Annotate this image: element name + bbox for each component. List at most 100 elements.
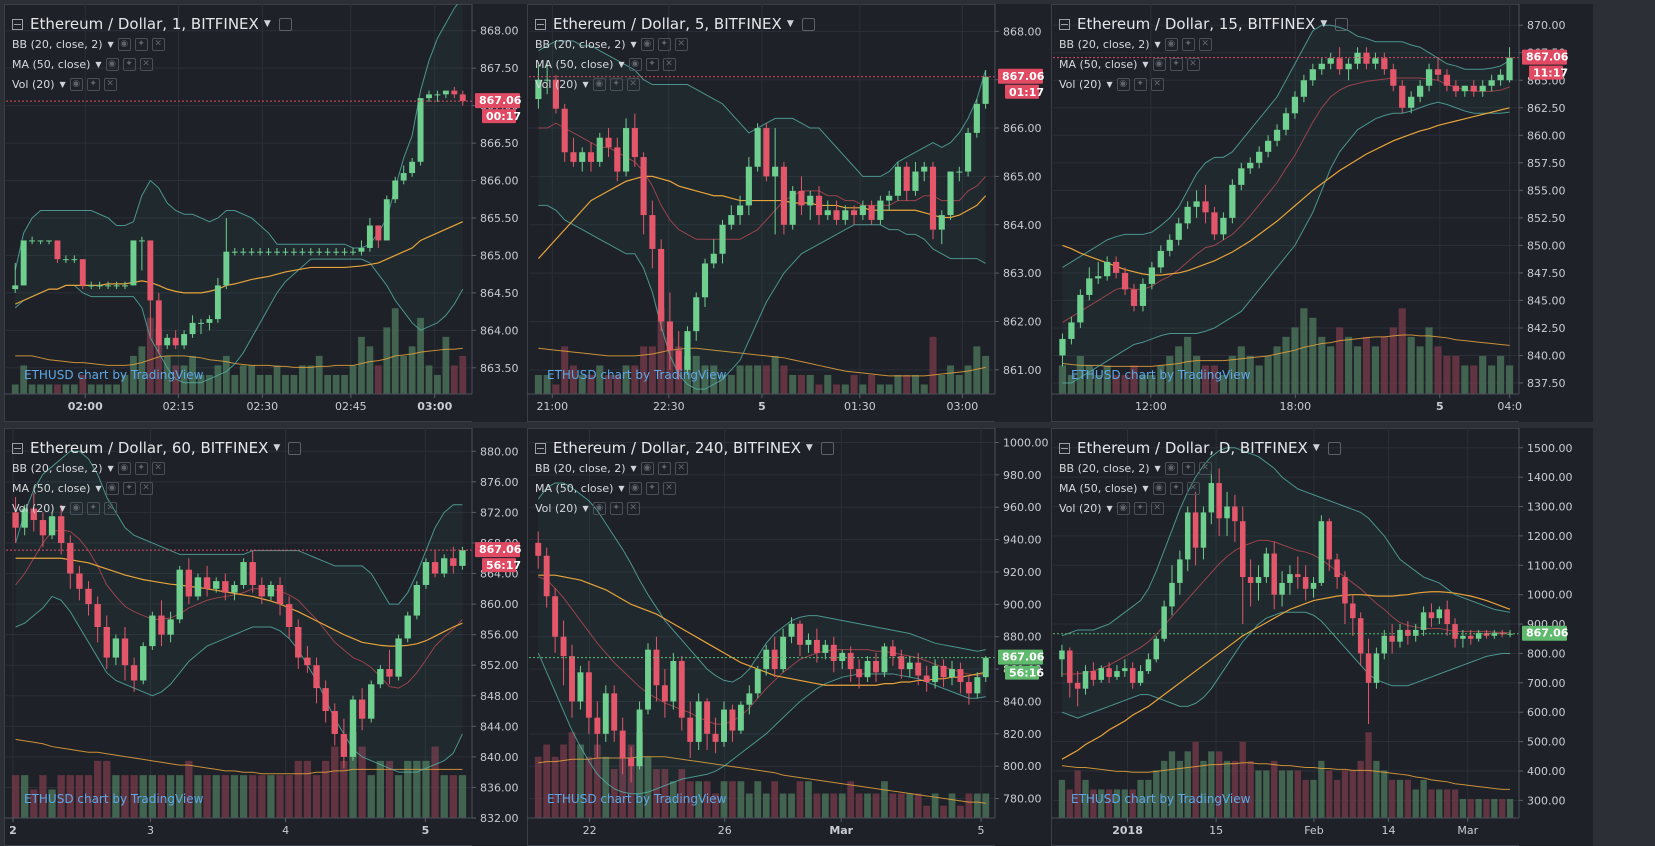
- close-icon[interactable]: ✕: [1150, 77, 1164, 91]
- settings-icon[interactable]: [1327, 441, 1341, 455]
- chevron-down-icon[interactable]: ▼: [59, 503, 66, 513]
- eye-icon[interactable]: ◉: [117, 461, 131, 475]
- volume-indicator[interactable]: Vol (20) ▼ ◉ ✦ ✕: [535, 74, 815, 94]
- chevron-down-icon[interactable]: ▼: [582, 503, 589, 513]
- gear-icon[interactable]: ✦: [609, 501, 623, 515]
- close-icon[interactable]: ✕: [151, 461, 165, 475]
- gear-icon[interactable]: ✦: [86, 501, 100, 515]
- watermark-link[interactable]: ETHUSD chart by TradingView: [547, 368, 727, 382]
- chart-canvas[interactable]: 1500.00 1400.00 1300.00 1200.00 1100.00 1000.…: [1051, 428, 1593, 846]
- chart-title[interactable]: Ethereum / Dollar, D, BITFINEX: [1077, 439, 1308, 457]
- chevron-down-icon[interactable]: ▼: [95, 483, 102, 493]
- close-icon[interactable]: ✕: [674, 37, 688, 51]
- chevron-down-icon[interactable]: ▼: [1142, 483, 1149, 493]
- chart-title-row[interactable]: Ethereum / Dollar, 15, BITFINEX ▼: [1059, 14, 1349, 34]
- eye-icon[interactable]: ◉: [1116, 77, 1130, 91]
- bb-indicator[interactable]: BB (20, close, 2) ▼ ◉ ✦ ✕: [12, 34, 292, 54]
- chart-title[interactable]: Ethereum / Dollar, 15, BITFINEX: [1077, 15, 1316, 33]
- gear-icon[interactable]: ✦: [1133, 77, 1147, 91]
- gear-icon[interactable]: ✦: [609, 77, 623, 91]
- close-icon[interactable]: ✕: [626, 501, 640, 515]
- volume-indicator[interactable]: Vol (20) ▼ ◉ ✦ ✕: [1059, 498, 1341, 518]
- eye-icon[interactable]: ◉: [69, 77, 83, 91]
- ma-indicator[interactable]: MA (50, close) ▼ ◉ ✦ ✕: [1059, 478, 1341, 498]
- gear-icon[interactable]: ✦: [1169, 481, 1183, 495]
- chart-title-row[interactable]: Ethereum / Dollar, 240, BITFINEX ▼: [535, 438, 834, 458]
- chart-title[interactable]: Ethereum / Dollar, 1, BITFINEX: [30, 15, 259, 33]
- chevron-down-icon[interactable]: ▼: [786, 19, 794, 29]
- collapse-icon[interactable]: [535, 18, 546, 30]
- gear-icon[interactable]: ✦: [1181, 461, 1195, 475]
- watermark-link[interactable]: ETHUSD chart by TradingView: [1071, 368, 1251, 382]
- eye-icon[interactable]: ◉: [1164, 461, 1178, 475]
- gear-icon[interactable]: ✦: [645, 57, 659, 71]
- chart-canvas[interactable]: 870.00867.50865.00862.50860.00857.50855.…: [1051, 4, 1593, 422]
- bb-indicator[interactable]: BB (20, close, 2) ▼ ◉ ✦ ✕: [535, 458, 834, 478]
- watermark-link[interactable]: ETHUSD chart by TradingView: [24, 792, 204, 806]
- volume-indicator[interactable]: Vol (20) ▼ ◉ ✦ ✕: [535, 498, 834, 518]
- close-icon[interactable]: ✕: [1186, 481, 1200, 495]
- settings-icon[interactable]: [288, 441, 302, 455]
- chart-canvas[interactable]: 868.00867.00866.00865.00864.00863.00862.…: [527, 4, 1069, 422]
- close-icon[interactable]: ✕: [103, 77, 117, 91]
- eye-icon[interactable]: ◉: [628, 57, 642, 71]
- close-icon[interactable]: ✕: [662, 57, 676, 71]
- close-icon[interactable]: ✕: [1186, 57, 1200, 71]
- chevron-down-icon[interactable]: ▼: [1106, 79, 1113, 89]
- bb-indicator[interactable]: BB (20, close, 2) ▼ ◉ ✦ ✕: [1059, 458, 1341, 478]
- settings-icon[interactable]: [801, 17, 815, 31]
- bb-indicator[interactable]: BB (20, close, 2) ▼ ◉ ✦ ✕: [1059, 34, 1348, 54]
- close-icon[interactable]: ✕: [1150, 501, 1164, 515]
- chart-canvas[interactable]: 1000.00 980.00 960.00 940.00 920.00 900.00 880…: [527, 428, 1069, 846]
- gear-icon[interactable]: ✦: [122, 57, 136, 71]
- collapse-icon[interactable]: [1059, 18, 1070, 30]
- chevron-down-icon[interactable]: ▼: [107, 39, 114, 49]
- ma-indicator[interactable]: MA (50, close) ▼ ◉ ✦ ✕: [12, 54, 292, 74]
- chart-title-row[interactable]: Ethereum / Dollar, 1, BITFINEX ▼: [12, 14, 292, 34]
- eye-icon[interactable]: ◉: [1164, 37, 1178, 51]
- chevron-down-icon[interactable]: ▼: [1106, 503, 1113, 513]
- eye-icon[interactable]: ◉: [105, 57, 119, 71]
- watermark-link[interactable]: ETHUSD chart by TradingView: [547, 792, 727, 806]
- eye-icon[interactable]: ◉: [592, 77, 606, 91]
- chevron-down-icon[interactable]: ▼: [263, 19, 271, 29]
- chart-title[interactable]: Ethereum / Dollar, 240, BITFINEX: [553, 439, 801, 457]
- gear-icon[interactable]: ✦: [1133, 501, 1147, 515]
- bb-indicator[interactable]: BB (20, close, 2) ▼ ◉ ✦ ✕: [535, 34, 815, 54]
- gear-icon[interactable]: ✦: [134, 37, 148, 51]
- volume-indicator[interactable]: Vol (20) ▼ ◉ ✦ ✕: [12, 498, 301, 518]
- gear-icon[interactable]: ✦: [1181, 37, 1195, 51]
- eye-icon[interactable]: ◉: [105, 481, 119, 495]
- collapse-icon[interactable]: [535, 442, 546, 454]
- close-icon[interactable]: ✕: [626, 77, 640, 91]
- close-icon[interactable]: ✕: [139, 481, 153, 495]
- chart-title[interactable]: Ethereum / Dollar, 5, BITFINEX: [553, 15, 782, 33]
- eye-icon[interactable]: ◉: [628, 481, 642, 495]
- gear-icon[interactable]: ✦: [1169, 57, 1183, 71]
- chevron-down-icon[interactable]: ▼: [1320, 19, 1328, 29]
- gear-icon[interactable]: ✦: [134, 461, 148, 475]
- ma-indicator[interactable]: MA (50, close) ▼ ◉ ✦ ✕: [1059, 54, 1348, 74]
- settings-icon[interactable]: [820, 441, 834, 455]
- ma-indicator[interactable]: MA (50, close) ▼ ◉ ✦ ✕: [12, 478, 301, 498]
- chevron-down-icon[interactable]: ▼: [805, 443, 813, 453]
- eye-icon[interactable]: ◉: [1152, 57, 1166, 71]
- gear-icon[interactable]: ✦: [657, 37, 671, 51]
- chevron-down-icon[interactable]: ▼: [618, 59, 625, 69]
- chart-canvas[interactable]: 868.00867.50867.00866.50866.00865.50865.…: [4, 4, 546, 422]
- collapse-icon[interactable]: [1059, 442, 1070, 454]
- gear-icon[interactable]: ✦: [86, 77, 100, 91]
- chevron-down-icon[interactable]: ▼: [618, 483, 625, 493]
- settings-icon[interactable]: [278, 17, 292, 31]
- volume-indicator[interactable]: Vol (20) ▼ ◉ ✦ ✕: [12, 74, 292, 94]
- eye-icon[interactable]: ◉: [69, 501, 83, 515]
- gear-icon[interactable]: ✦: [122, 481, 136, 495]
- gear-icon[interactable]: ✦: [645, 481, 659, 495]
- eye-icon[interactable]: ◉: [1116, 501, 1130, 515]
- eye-icon[interactable]: ◉: [640, 37, 654, 51]
- ma-indicator[interactable]: MA (50, close) ▼ ◉ ✦ ✕: [535, 478, 834, 498]
- close-icon[interactable]: ✕: [1198, 461, 1212, 475]
- eye-icon[interactable]: ◉: [640, 461, 654, 475]
- chart-title[interactable]: Ethereum / Dollar, 60, BITFINEX: [30, 439, 269, 457]
- chart-title-row[interactable]: Ethereum / Dollar, 60, BITFINEX ▼: [12, 438, 302, 458]
